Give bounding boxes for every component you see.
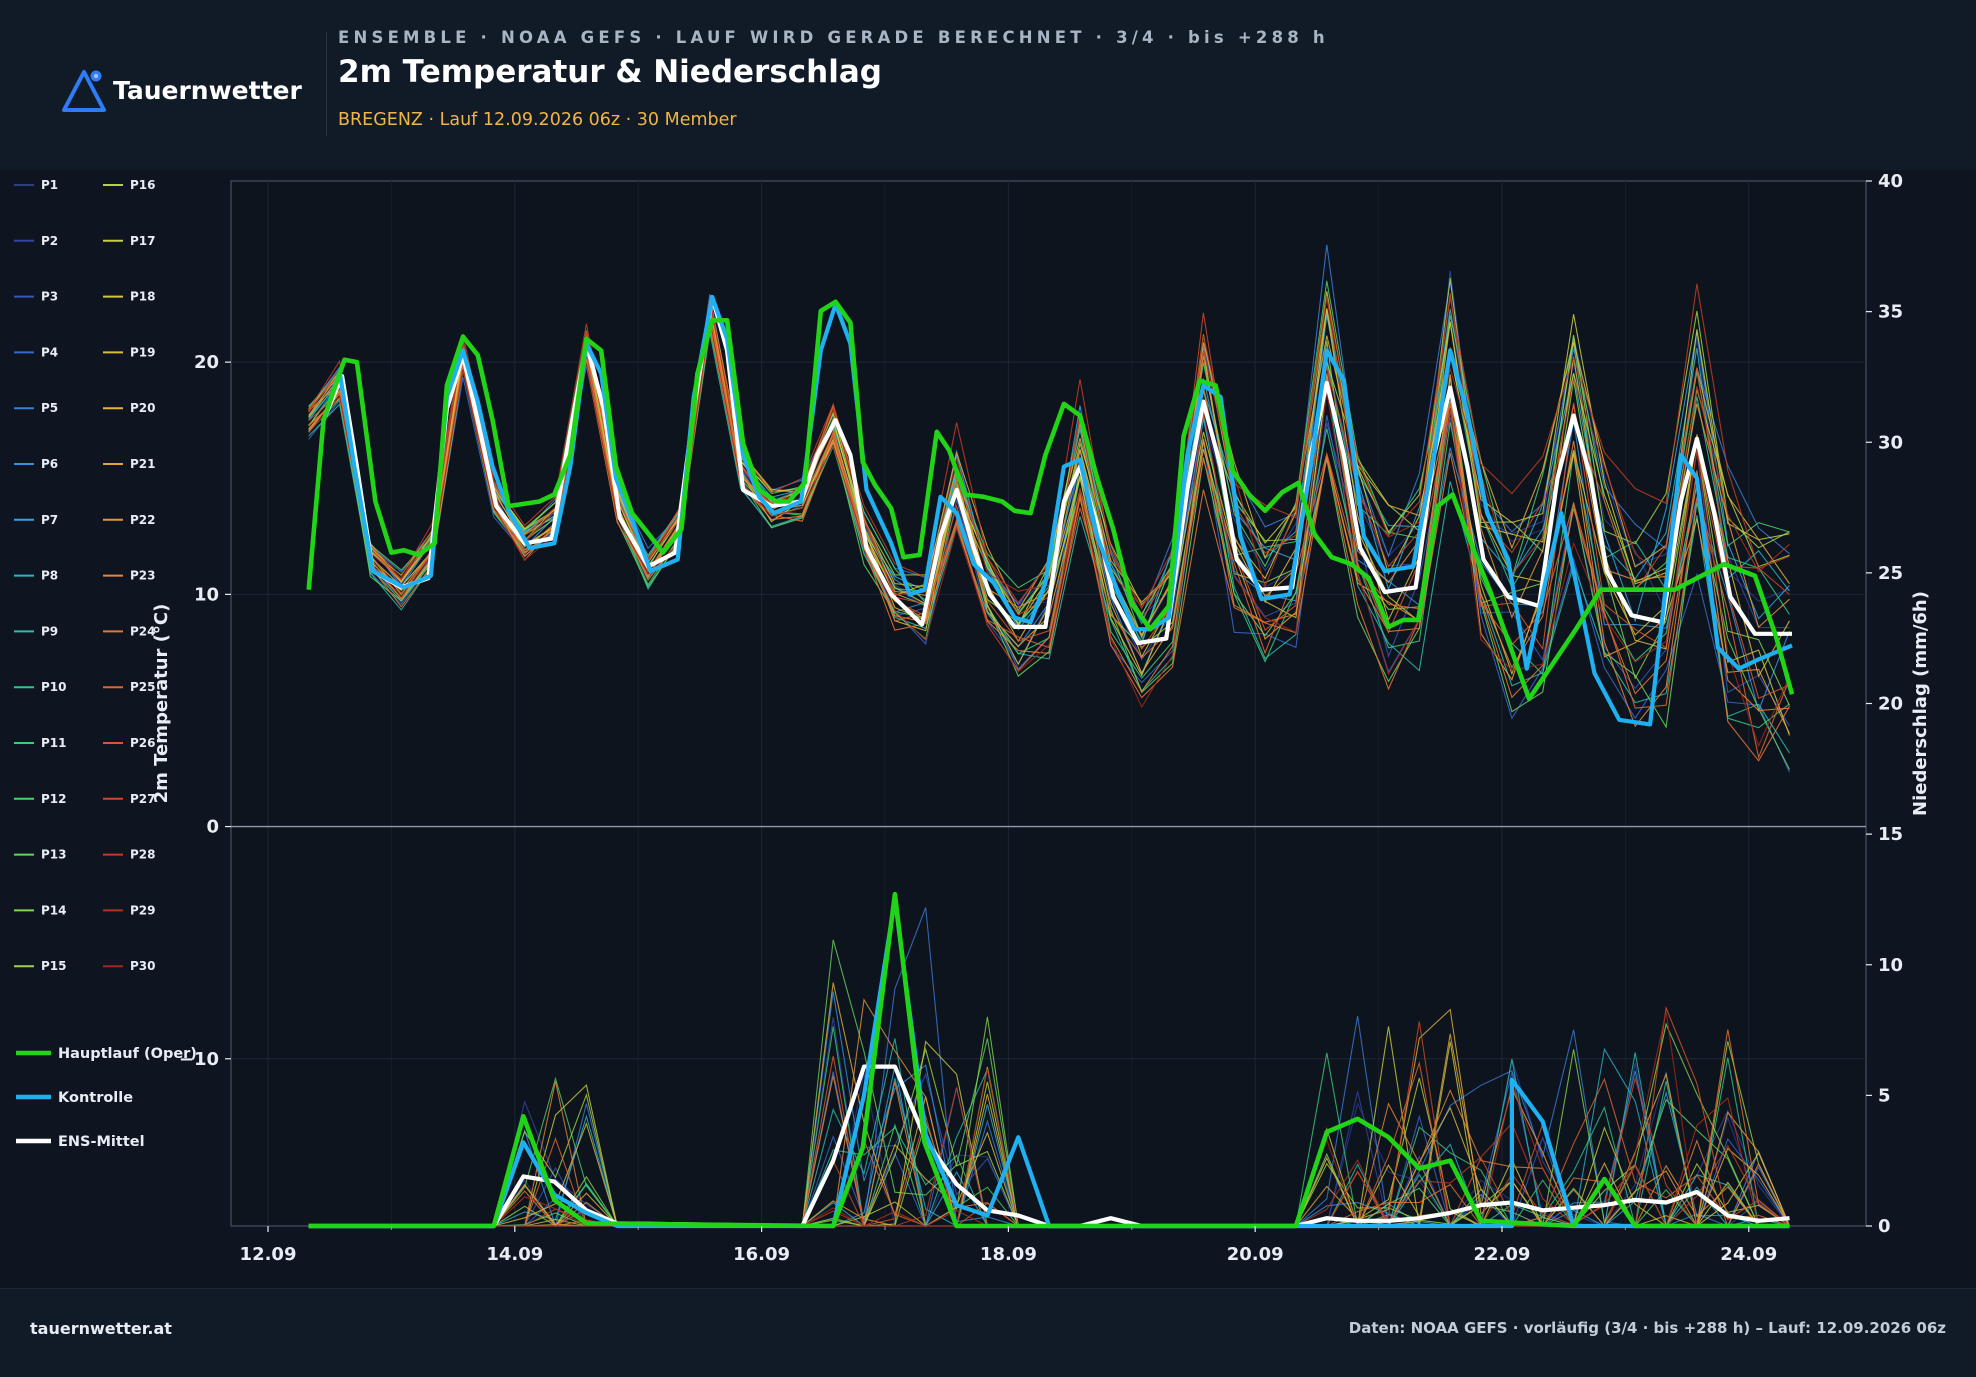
logo-text: Tauernwetter (113, 76, 302, 105)
y-left-tick-label: 20 (194, 352, 219, 373)
x-tick-label: 24.09 (1720, 1244, 1777, 1265)
x-tick-label: 14.09 (486, 1244, 543, 1265)
legend-label-p20: P20 (130, 401, 156, 415)
legend-label-p10: P10 (41, 680, 67, 694)
legend-label-p16: P16 (130, 178, 156, 192)
y-right-tick-label: 35 (1878, 302, 1903, 323)
legend-label-p11: P11 (41, 736, 67, 750)
y-left-tick-label: −10 (179, 1049, 219, 1070)
y-right-tick-label: 30 (1878, 432, 1903, 453)
hauptlauf-oper-legend-label: Hauptlauf (Oper) (58, 1046, 197, 1062)
y-right-tick-label: 15 (1878, 824, 1903, 845)
x-tick-label: 16.09 (733, 1244, 790, 1265)
legend-label-p22: P22 (130, 513, 156, 527)
footer-data-source: Daten: NOAA GEFS · vorläufig (3/4 · bis … (1348, 1319, 1946, 1337)
ens-mittel-legend-label: ENS-Mittel (58, 1134, 145, 1150)
legend-label-p3: P3 (41, 290, 58, 304)
logo[interactable]: Tauernwetter (60, 66, 302, 116)
kontrolle-legend-label: Kontrolle (58, 1090, 133, 1106)
legend-label-p21: P21 (130, 457, 156, 471)
y-right-tick-label: 10 (1878, 955, 1903, 976)
hauptlauf-oper-precip-line (308, 891, 1790, 1229)
legend-label-p17: P17 (130, 234, 156, 248)
legend-label-p4: P4 (41, 345, 58, 359)
legend-label-p29: P29 (130, 903, 156, 917)
legend-label-p23: P23 (130, 569, 156, 583)
legend: P1 P2 P3 P4 P5 P6 P7 P8 P9 P10 P11 P12 P13 P14 P15 P16 P… (14, 178, 197, 1150)
y-left-tick-label: 10 (194, 584, 219, 605)
legend-label-p25: P25 (130, 680, 156, 694)
legend-label-p13: P13 (41, 848, 67, 862)
y-right-tick-label: 5 (1878, 1085, 1891, 1106)
highlight-lines (306, 294, 1795, 1229)
legend-label-p14: P14 (41, 903, 67, 917)
legend-label-p27: P27 (130, 792, 156, 806)
ens-mittel-temp-line (321, 294, 1792, 646)
x-tick-label: 22.09 (1474, 1244, 1531, 1265)
legend-label-p12: P12 (41, 792, 67, 806)
run-status-kicker: ENSEMBLE · NOAA GEFS · LAUF WIRD GERADE … (338, 28, 1329, 47)
y-left-axis-label: 2m Temperatur (°C) (151, 604, 172, 804)
header-divider (326, 32, 327, 136)
footer-site-link[interactable]: tauernwetter.at (30, 1319, 172, 1338)
mountain-logo-icon (62, 70, 106, 112)
x-tick-label: 20.09 (1227, 1244, 1284, 1265)
legend-label-p30: P30 (130, 959, 156, 973)
y-right-axis-label: Niederschlag (mm/6h) (1910, 591, 1931, 816)
legend-label-p6: P6 (41, 457, 58, 471)
page-title: 2m Temperatur & Niederschlag (338, 54, 882, 90)
legend-label-p2: P2 (41, 234, 58, 248)
hauptlauf-oper-temp-line (306, 299, 1795, 702)
header: Tauernwetter ENSEMBLE · NOAA GEFS · LAUF… (0, 0, 1976, 170)
x-tick-label: 12.09 (240, 1244, 297, 1265)
y-right-tick-label: 0 (1878, 1216, 1891, 1237)
legend-label-p1: P1 (41, 178, 58, 192)
legend-label-p9: P9 (41, 624, 58, 638)
plot-area (230, 180, 1867, 1227)
legend-label-p19: P19 (130, 345, 156, 359)
legend-label-p18: P18 (130, 290, 156, 304)
ensemble-chart: P1 P2 P3 P4 P5 P6 P7 P8 P9 P10 P11 P12 P13 P14 P15 P16 P… (14, 171, 1931, 1265)
legend-label-p28: P28 (130, 848, 156, 862)
legend-label-p24: P24 (130, 624, 156, 638)
legend-label-p7: P7 (41, 513, 58, 527)
y-right-tick-label: 20 (1878, 694, 1903, 715)
x-tick-label: 18.09 (980, 1244, 1037, 1265)
kontrolle-temp-line (321, 294, 1793, 727)
legend-label-p26: P26 (130, 736, 156, 750)
legend-label-p15: P15 (41, 959, 67, 973)
legend-label-p8: P8 (41, 569, 58, 583)
page-subtitle: BREGENZ · Lauf 12.09.2026 06z · 30 Membe… (338, 110, 737, 130)
axes: 12.09 14.09 16.09 18.09 20.09 22.09 24.09 20 10 0… (151, 171, 1931, 1265)
y-left-tick-label: 0 (206, 817, 219, 838)
y-right-tick-label: 25 (1878, 563, 1903, 584)
footer: tauernwetter.at Daten: NOAA GEFS · vorlä… (0, 1288, 1976, 1377)
y-right-tick-label: 40 (1878, 171, 1903, 192)
legend-label-p5: P5 (41, 401, 58, 415)
